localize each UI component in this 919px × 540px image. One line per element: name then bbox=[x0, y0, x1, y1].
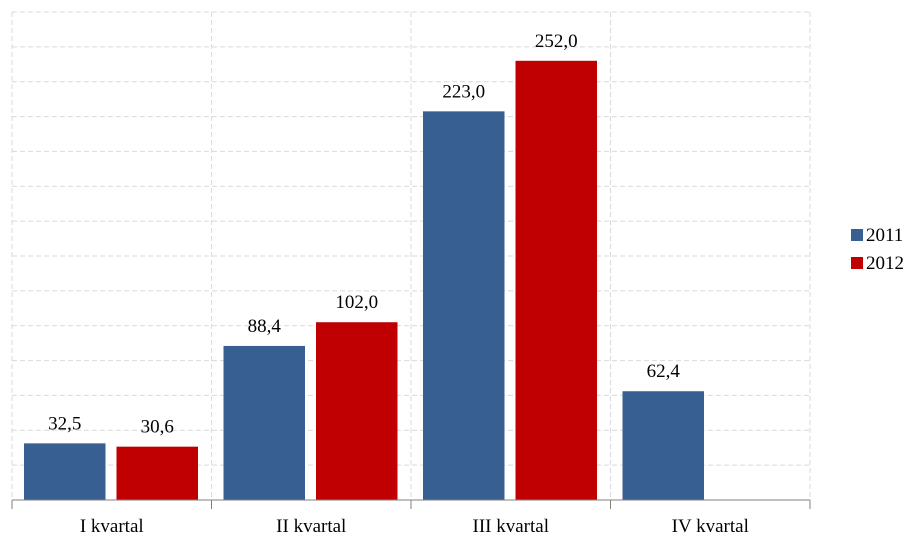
legend-label-2012: 2012 bbox=[866, 253, 904, 274]
bar-2012-2 bbox=[316, 322, 398, 500]
data-label-2011-4: 62,4 bbox=[647, 361, 681, 382]
bar-2012-1 bbox=[116, 446, 198, 500]
x-tick-label: II kvartal bbox=[276, 516, 346, 537]
x-axis: I kvartal II kvartal III kvartal IV kvartal bbox=[11, 499, 811, 537]
data-label-2012-3: 252,0 bbox=[535, 31, 578, 52]
legend: 2011 2012 bbox=[851, 225, 904, 274]
legend-swatch-2011 bbox=[851, 229, 863, 241]
bars bbox=[24, 60, 704, 501]
bar-2011-1 bbox=[24, 443, 106, 500]
data-labels: 32,5 88,4 223,0 62,4 30,6 102,0 252,0 bbox=[48, 31, 680, 438]
bar-2011-2 bbox=[223, 345, 305, 500]
data-label-2011-3: 223,0 bbox=[442, 81, 485, 102]
x-tick-label: IV kvartal bbox=[672, 516, 749, 537]
bar-2011-3 bbox=[423, 111, 505, 500]
legend-swatch-2012 bbox=[851, 257, 863, 269]
legend-label-2011: 2011 bbox=[866, 225, 903, 246]
bar-2012-3 bbox=[515, 60, 597, 501]
data-label-2012-1: 30,6 bbox=[141, 417, 174, 438]
x-tick-label: III kvartal bbox=[473, 516, 549, 537]
data-label-2012-2: 102,0 bbox=[335, 292, 378, 313]
data-label-2011-2: 88,4 bbox=[248, 316, 282, 337]
data-label-2011-1: 32,5 bbox=[48, 413, 81, 434]
bar-2011-4 bbox=[622, 391, 704, 500]
x-tick-label: I kvartal bbox=[80, 516, 144, 537]
